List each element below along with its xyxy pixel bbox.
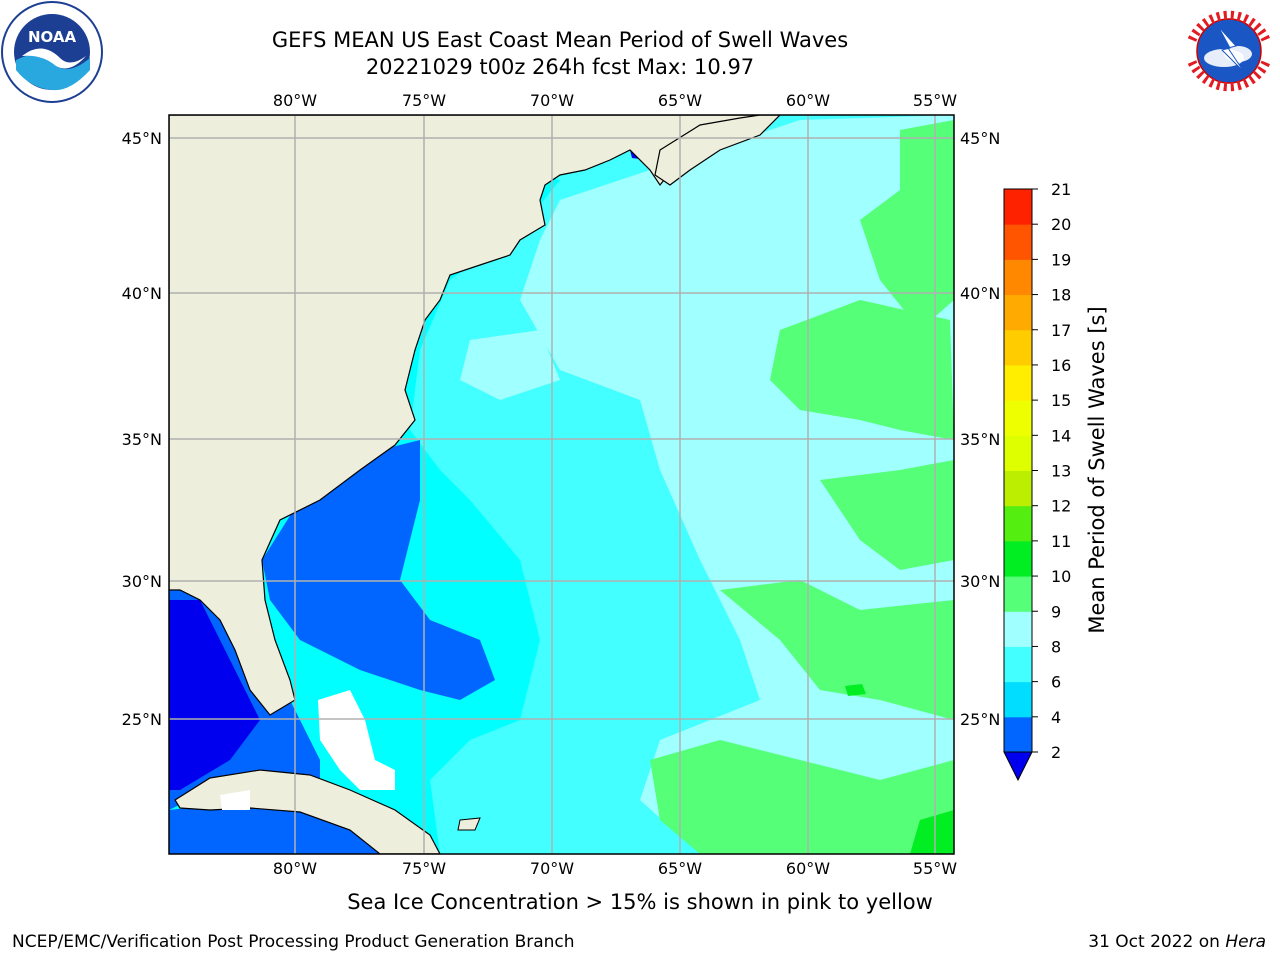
lat-label: 30°N	[960, 572, 1000, 591]
lat-label: 25°N	[122, 710, 162, 729]
lon-label: 55°W	[913, 91, 957, 110]
band-9-10-d	[720, 580, 954, 720]
colorbar-tick-label: 4	[1051, 708, 1061, 727]
colorbar: 2 4 6 8 9 10 11 12 13 14 15 16 17 18 19 20 21	[1003, 180, 1071, 782]
land-nova-scotia	[654, 115, 781, 186]
lon-label: 70°W	[530, 91, 574, 110]
lat-label: 25°N	[960, 710, 1000, 729]
colorbar-segment	[1004, 505, 1032, 542]
footer-machine: Hera	[1225, 932, 1266, 952]
lon-label: 80°W	[273, 859, 317, 878]
lat-label: 30°N	[122, 572, 162, 591]
colorbar-tick-label: 14	[1051, 426, 1071, 445]
footer-date: 31 Oct 2022 on Hera	[1088, 932, 1266, 952]
lon-label: 65°W	[658, 859, 702, 878]
colorbar-segment	[1004, 435, 1032, 471]
colorbar-segment	[1004, 576, 1032, 612]
colorbar-segment	[1004, 224, 1032, 260]
colorbar-segment	[1004, 189, 1032, 225]
colorbar-tick-label: 6	[1051, 673, 1061, 692]
colorbar-segment	[1004, 611, 1032, 647]
colorbar-tick-label: 19	[1051, 250, 1071, 269]
lon-labels-bottom: 80°W 75°W 70°W 65°W 60°W 55°W	[273, 859, 957, 878]
colorbar-tick-label: 21	[1051, 180, 1071, 199]
land-hispaniola	[457, 817, 481, 831]
lon-labels-top: 80°W 75°W 70°W 65°W 60°W 55°W	[273, 91, 957, 110]
colorbar-tick-label: 18	[1051, 286, 1071, 305]
colorbar-tick-label: 16	[1051, 356, 1071, 375]
lat-label: 45°N	[960, 129, 1000, 148]
band-9-10-a	[860, 120, 954, 330]
lon-label: 80°W	[273, 91, 317, 110]
band-2-4-carib	[169, 800, 400, 854]
lon-label: 60°W	[786, 91, 830, 110]
svg-text:NOAA: NOAA	[28, 28, 77, 46]
colorbar-segment	[1004, 470, 1032, 507]
colorbar-tick-label: 13	[1051, 462, 1071, 481]
colorbar-segment	[1004, 681, 1032, 718]
colorbar-segment	[1004, 400, 1032, 436]
colorbar-tick-label: 9	[1051, 602, 1061, 621]
colorbar-segment	[1004, 259, 1032, 296]
band-10-11-b	[845, 684, 866, 696]
grid	[169, 115, 954, 854]
colorbar-tick-label: 15	[1051, 391, 1071, 410]
band-below-2	[169, 600, 260, 790]
colorbar-tick-label: 20	[1051, 215, 1071, 234]
noaa-logo: NOAA	[1, 1, 103, 103]
band-8-9-patch	[460, 330, 560, 400]
lon-label: 60°W	[786, 859, 830, 878]
colorbar-tick-label: 12	[1051, 497, 1071, 516]
sea-ice-note: Sea Ice Concentration > 15% is shown in …	[347, 890, 933, 914]
colorbar-extend-arrow	[1003, 751, 1033, 782]
colorbar-tick-label: 11	[1051, 532, 1071, 551]
colorbar-segment	[1004, 716, 1032, 753]
colorbar-segment	[1004, 646, 1032, 683]
band-10-11	[910, 810, 954, 854]
colorbar-segment	[1004, 329, 1032, 366]
land-bahamas	[318, 690, 395, 790]
land-north-america	[169, 115, 761, 716]
footer-date-text: 31 Oct 2022 on	[1088, 932, 1226, 952]
colorbar-segment	[1004, 294, 1032, 331]
lat-labels-left: 45°N 40°N 35°N 30°N 25°N	[122, 129, 162, 729]
map-frame	[168, 114, 955, 855]
band-2-4-coastal	[262, 440, 495, 700]
nws-logo	[1181, 3, 1277, 99]
colorbar-segment	[1004, 540, 1032, 577]
colorbar-tick-label: 17	[1051, 321, 1071, 340]
lat-label: 45°N	[122, 129, 162, 148]
land-andros	[220, 790, 250, 810]
colorbar-label: Mean Period of Swell Waves [s]	[1085, 306, 1109, 634]
map-panel	[169, 115, 954, 854]
band-9-10-c	[820, 460, 954, 570]
lat-labels-right: 45°N 40°N 35°N 30°N 25°N	[960, 129, 1000, 729]
lat-label: 40°N	[960, 284, 1000, 303]
lon-label: 55°W	[913, 859, 957, 878]
colorbar-segment	[1004, 364, 1032, 401]
lat-label: 35°N	[122, 430, 162, 449]
lon-label: 75°W	[402, 91, 446, 110]
lon-label: 70°W	[530, 859, 574, 878]
lon-label: 75°W	[402, 859, 446, 878]
lat-label: 35°N	[960, 430, 1000, 449]
colorbar-tick-label: 8	[1051, 637, 1061, 656]
lat-label: 40°N	[122, 284, 162, 303]
colorbar-tick-label: 10	[1051, 567, 1071, 586]
band-9-10-e	[650, 740, 954, 854]
chart-subtitle: 20221029 t00z 264h fcst Max: 10.97	[365, 55, 755, 79]
lon-label: 65°W	[658, 91, 702, 110]
chart-title: GEFS MEAN US East Coast Mean Period of S…	[271, 28, 849, 52]
colorbar-tick-label: 2	[1051, 743, 1061, 762]
footer-credit: NCEP/EMC/Verification Post Processing Pr…	[12, 932, 575, 952]
band-9-10-b	[770, 300, 954, 440]
